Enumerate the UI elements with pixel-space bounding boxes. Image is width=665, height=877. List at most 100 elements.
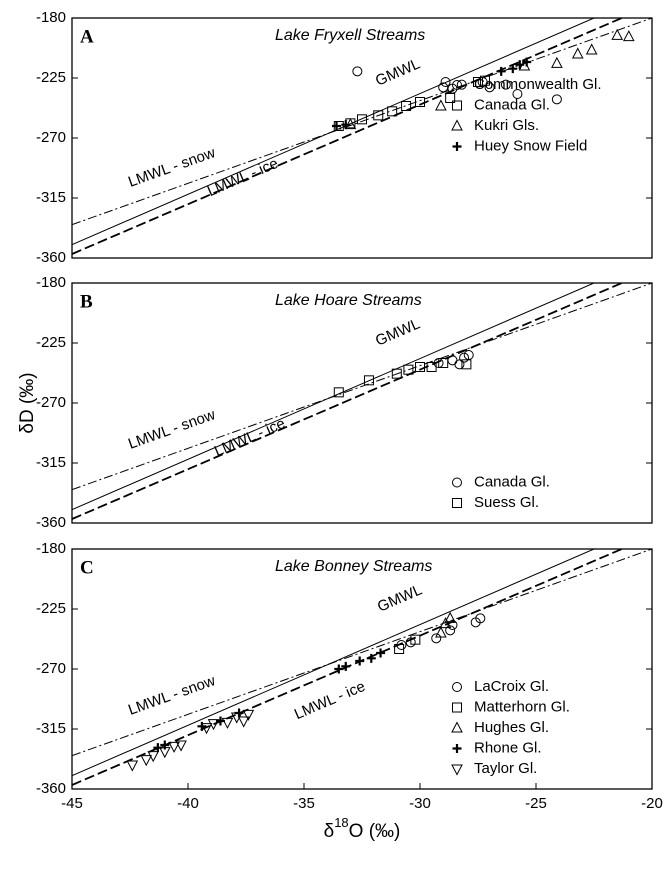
y-tick-label: -315 <box>36 720 66 737</box>
marker-circle <box>452 80 462 90</box>
legend-label: Canada Gl. <box>474 473 550 490</box>
legend-label: LaCroix Gl. <box>474 678 549 695</box>
marker-plus <box>376 648 386 658</box>
marker-plus <box>366 653 376 663</box>
marker-square <box>391 368 402 379</box>
marker-circle <box>500 79 511 90</box>
legend-label: Huey Snow Field <box>474 137 587 154</box>
y-tick-label: -360 <box>36 249 66 266</box>
x-tick-label: -40 <box>177 795 199 812</box>
marker-plus <box>331 121 341 131</box>
marker-plus <box>341 661 351 671</box>
marker-triangle-down <box>158 747 171 759</box>
x-tick-label: -20 <box>641 795 663 812</box>
marker-triangle <box>444 611 456 623</box>
marker-plus <box>508 64 518 74</box>
reference-line <box>72 283 652 491</box>
y-tick-label: -225 <box>36 69 66 86</box>
marker-square <box>387 106 398 117</box>
marker-triangle-down <box>168 741 180 753</box>
reference-line <box>72 18 652 226</box>
x-tick-label: -35 <box>293 795 315 812</box>
marker-triangle <box>622 30 635 42</box>
line-label: LMWL - ice <box>292 678 368 723</box>
x-axis-label: δ18O (‰) <box>324 815 401 842</box>
marker-triangle <box>435 99 447 111</box>
y-tick-label: -180 <box>36 540 66 557</box>
marker-plus <box>522 57 532 67</box>
marker-circle <box>447 620 458 630</box>
legend-label: Taylor Gl. <box>474 760 537 777</box>
line-label: GMWL <box>373 55 423 89</box>
reference-line <box>72 549 652 757</box>
marker-circle <box>452 477 462 488</box>
y-tick-label: -360 <box>36 780 66 797</box>
y-tick-label: -225 <box>36 600 66 617</box>
panel-title: Lake Fryxell Streams <box>275 27 425 44</box>
x-tick-label: -45 <box>61 795 83 812</box>
marker-circle <box>512 89 523 99</box>
marker-square <box>479 75 490 86</box>
marker-circle <box>352 66 363 77</box>
marker-triangle <box>571 47 584 59</box>
y-tick-label: -360 <box>36 514 66 531</box>
marker-triangle-down <box>175 740 187 752</box>
panel-label: A <box>80 26 94 47</box>
marker-square <box>415 362 425 372</box>
marker-triangle-down <box>126 760 139 772</box>
x-tick-label: -30 <box>409 795 431 812</box>
y-axis-label: δD (‰) <box>17 372 38 433</box>
x-label-sup: 18 <box>334 815 348 830</box>
x-label-base: δ <box>324 821 335 842</box>
line-label: GMWL <box>373 315 423 349</box>
marker-triangle-down <box>200 723 213 735</box>
marker-square <box>452 100 462 111</box>
marker-square <box>452 702 462 713</box>
marker-square <box>363 375 374 386</box>
marker-triangle-down <box>230 712 243 724</box>
marker-circle <box>445 625 456 636</box>
marker-triangle <box>451 119 463 131</box>
line-label: LMWL - snow <box>126 672 218 719</box>
marker-triangle-down <box>140 755 153 767</box>
marker-triangle <box>585 43 598 55</box>
marker-plus <box>334 664 344 674</box>
legend-label: Commonwealth Gl. <box>474 76 602 93</box>
marker-plus <box>452 142 462 151</box>
y-tick-label: -180 <box>36 9 66 26</box>
reference-line <box>72 18 623 255</box>
marker-plus <box>515 60 525 70</box>
marker-circle <box>438 82 449 93</box>
panel-title: Lake Hoare Streams <box>275 292 422 309</box>
legend-label: Hughes Gl. <box>474 719 549 736</box>
legend-label: Suess Gl. <box>474 494 539 511</box>
plot-frame <box>71 548 653 790</box>
marker-triangle-down <box>242 709 255 721</box>
marker-plus <box>496 66 506 76</box>
marker-square <box>333 387 344 398</box>
marker-circle <box>551 94 562 105</box>
marker-triangle-down <box>207 719 220 731</box>
marker-square <box>415 97 425 107</box>
y-tick-label: -225 <box>36 334 66 351</box>
y-tick-label: -270 <box>36 394 66 411</box>
line-label: LMWL - ice <box>212 415 288 460</box>
marker-triangle <box>435 626 447 638</box>
marker-circle <box>475 613 486 624</box>
marker-square <box>410 634 421 645</box>
line-label: LMWL - snow <box>126 406 218 453</box>
marker-triangle <box>611 28 624 40</box>
x-label-rest: O (‰) <box>349 821 401 842</box>
marker-circle <box>452 682 462 692</box>
y-tick-label: -315 <box>36 454 66 471</box>
y-tick-label: -270 <box>36 660 66 677</box>
panel-label: C <box>80 557 94 578</box>
marker-square <box>473 77 483 87</box>
panel-title: Lake Bonney Streams <box>275 558 432 575</box>
line-label: LMWL - ice <box>205 155 281 200</box>
reference-line <box>72 283 623 520</box>
marker-plus <box>355 656 365 666</box>
line-label: LMWL - snow <box>126 144 218 191</box>
line-label: GMWL <box>375 581 425 615</box>
